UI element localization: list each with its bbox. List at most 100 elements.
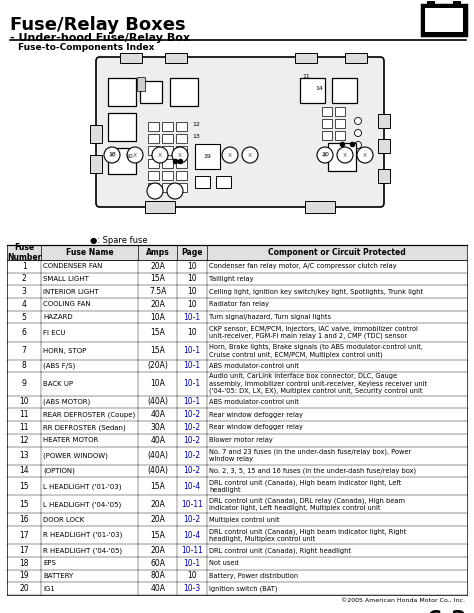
- Bar: [148, 159, 159, 168]
- Bar: [422, 5, 466, 35]
- Text: ABS modulator-control unit: ABS modulator-control unit: [209, 363, 299, 369]
- Text: 17: 17: [19, 531, 29, 539]
- Text: 10-1: 10-1: [183, 313, 201, 322]
- Text: 10-2: 10-2: [183, 466, 201, 476]
- Text: BATTERY: BATTERY: [44, 573, 74, 579]
- Text: 20: 20: [19, 584, 29, 593]
- Text: (ABS F/S): (ABS F/S): [44, 363, 76, 369]
- Text: 20A: 20A: [150, 300, 165, 309]
- Text: (POWER WINDOW): (POWER WINDOW): [44, 452, 109, 459]
- Text: 10-1: 10-1: [183, 362, 201, 370]
- Text: HAZARD: HAZARD: [44, 314, 73, 320]
- Text: 10-2: 10-2: [183, 515, 201, 524]
- Text: DRL control unit (Canada), DRL relay (Canada), High beam
indicator light, Left h: DRL control unit (Canada), DRL relay (Ca…: [209, 497, 405, 511]
- Text: 11: 11: [19, 423, 29, 432]
- Circle shape: [355, 142, 362, 148]
- Text: Radiator fan relay: Radiator fan relay: [209, 302, 269, 307]
- Text: SMALL LIGHT: SMALL LIGHT: [44, 276, 90, 282]
- Text: REAR DEFROSTER (Coupe): REAR DEFROSTER (Coupe): [44, 411, 136, 418]
- Bar: [108, 148, 136, 174]
- Bar: [7, 465, 467, 478]
- Text: 13: 13: [192, 134, 200, 139]
- Text: HEATER MOTOR: HEATER MOTOR: [44, 437, 99, 443]
- Circle shape: [337, 147, 353, 163]
- Bar: [148, 183, 159, 192]
- Text: Audio unit, CarLink interface box connector, DLC, Gauge
assembly, Immobilizer co: Audio unit, CarLink interface box connec…: [209, 373, 428, 394]
- Bar: [195, 176, 210, 188]
- Bar: [176, 183, 187, 192]
- Text: 15A: 15A: [150, 275, 165, 283]
- Text: No. 7 and 23 fuses (in the under-dash fuse/relay box), Power
window relay: No. 7 and 23 fuses (in the under-dash fu…: [209, 449, 411, 462]
- Text: 10-1: 10-1: [183, 558, 201, 568]
- Bar: [7, 446, 467, 465]
- Text: ●: Spare fuse: ●: Spare fuse: [90, 236, 147, 245]
- Text: 11: 11: [19, 410, 29, 419]
- Text: HORN, STOP: HORN, STOP: [44, 348, 87, 354]
- Text: 60A: 60A: [150, 558, 165, 568]
- Bar: [322, 107, 332, 116]
- Bar: [7, 478, 467, 495]
- Text: 14: 14: [19, 466, 29, 476]
- Circle shape: [317, 147, 333, 163]
- Bar: [453, 1, 461, 5]
- Bar: [7, 434, 467, 446]
- Text: 18: 18: [108, 153, 116, 158]
- Text: FI ECU: FI ECU: [44, 330, 66, 335]
- Bar: [7, 544, 467, 557]
- Text: 15: 15: [19, 482, 29, 491]
- Bar: [322, 119, 332, 128]
- Bar: [7, 582, 467, 595]
- Bar: [332, 78, 357, 103]
- Text: 19: 19: [203, 154, 211, 159]
- Bar: [162, 159, 173, 168]
- Text: 10-3: 10-3: [183, 584, 201, 593]
- Text: 3: 3: [22, 287, 27, 296]
- Text: x: x: [343, 152, 347, 158]
- Text: 13: 13: [19, 451, 29, 460]
- Text: 10-2: 10-2: [183, 423, 201, 432]
- Circle shape: [172, 147, 188, 163]
- Text: - Under-hood Fuse/Relay Box: - Under-hood Fuse/Relay Box: [10, 33, 190, 43]
- Bar: [427, 1, 435, 5]
- Text: (40A): (40A): [147, 451, 168, 460]
- Bar: [148, 122, 159, 131]
- Text: 40A: 40A: [150, 436, 165, 444]
- Text: CKP sensor, ECM/PCM, Injectors, IAC valve, Immobilizer control
unit-receiver, PG: CKP sensor, ECM/PCM, Injectors, IAC valv…: [209, 326, 418, 340]
- Text: 18: 18: [19, 558, 29, 568]
- Bar: [176, 122, 187, 131]
- Bar: [328, 143, 356, 171]
- Bar: [7, 557, 467, 569]
- Text: 12: 12: [19, 436, 29, 444]
- Text: 80A: 80A: [150, 571, 165, 581]
- Circle shape: [104, 147, 120, 163]
- Circle shape: [167, 183, 183, 199]
- Text: EPS: EPS: [44, 560, 56, 566]
- Text: 14: 14: [315, 86, 323, 91]
- Text: 15A: 15A: [150, 328, 165, 337]
- Text: 20A: 20A: [150, 500, 165, 509]
- Text: (OPTION): (OPTION): [44, 468, 75, 474]
- Text: 11: 11: [302, 74, 310, 79]
- Text: x: x: [363, 152, 367, 158]
- Circle shape: [152, 147, 168, 163]
- Bar: [7, 526, 467, 544]
- Text: 15: 15: [19, 500, 29, 509]
- Text: 10-2: 10-2: [183, 451, 201, 460]
- Text: x: x: [110, 152, 114, 158]
- Bar: [7, 569, 467, 582]
- Bar: [165, 53, 187, 63]
- Text: IG1: IG1: [44, 585, 55, 592]
- Text: 1: 1: [22, 262, 27, 271]
- Text: Component or Circuit Protected: Component or Circuit Protected: [268, 248, 406, 257]
- Text: 20A: 20A: [150, 515, 165, 524]
- Text: R HEADLIGHT ('04-'05): R HEADLIGHT ('04-'05): [44, 547, 123, 554]
- Bar: [7, 495, 467, 513]
- Bar: [335, 119, 345, 128]
- Text: 6: 6: [22, 328, 27, 337]
- Bar: [378, 114, 390, 128]
- Text: BACK UP: BACK UP: [44, 381, 73, 387]
- Text: 10: 10: [187, 328, 197, 337]
- Bar: [378, 139, 390, 153]
- Text: RR DEFROSTER (Sedan): RR DEFROSTER (Sedan): [44, 424, 126, 431]
- Text: x: x: [158, 152, 162, 158]
